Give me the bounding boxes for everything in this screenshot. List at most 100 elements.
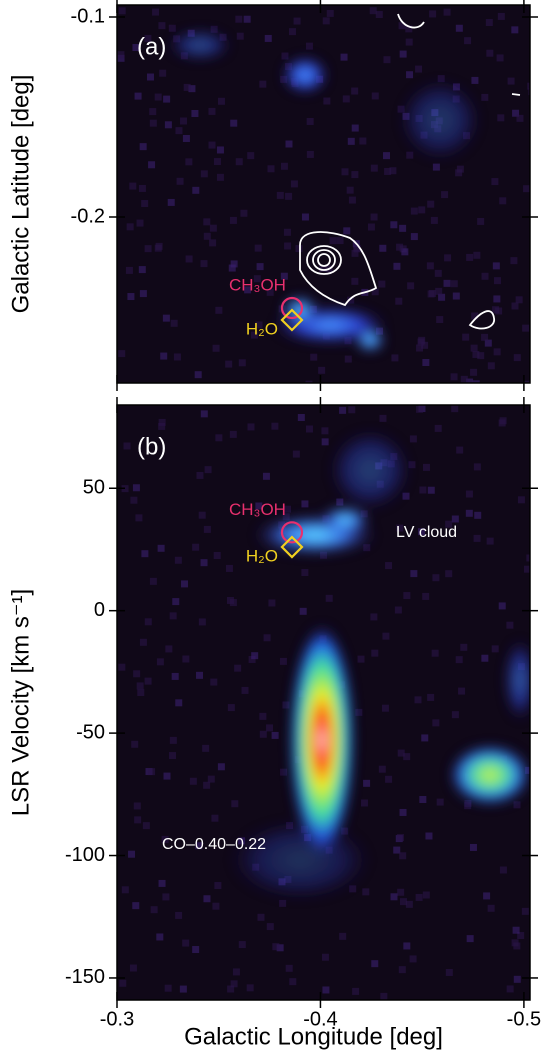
noise-pixel <box>450 280 458 288</box>
noise-pixel <box>225 360 233 368</box>
noise-pixel <box>506 985 514 993</box>
noise-pixel <box>215 306 223 314</box>
noise-pixel <box>450 373 458 381</box>
noise-pixel <box>515 296 523 304</box>
noise-pixel <box>385 562 393 570</box>
noise-pixel <box>375 11 383 19</box>
noise-pixel <box>347 137 355 145</box>
noise-pixel <box>367 223 375 231</box>
noise-pixel <box>329 237 337 245</box>
image-map <box>117 5 530 383</box>
noise-pixel <box>144 677 152 685</box>
noise-pixel <box>336 498 344 506</box>
maser-label: CH₃OH <box>229 500 286 519</box>
noise-pixel <box>285 140 293 148</box>
contour <box>306 245 342 275</box>
noise-pixel <box>390 221 398 229</box>
y-tick-label: -150 <box>65 966 105 988</box>
noise-pixel <box>432 719 440 727</box>
noise-pixel <box>419 486 427 494</box>
noise-pixel <box>396 524 404 532</box>
noise-pixel <box>428 289 436 297</box>
noise-pixel <box>180 117 188 125</box>
noise-pixel <box>370 613 378 621</box>
noise-pixel <box>232 968 240 976</box>
noise-pixel <box>136 682 144 690</box>
noise-pixel <box>394 606 402 614</box>
noise-pixel <box>351 171 359 179</box>
noise-pixel <box>371 92 379 100</box>
noise-pixel <box>355 708 363 716</box>
noise-pixel <box>262 472 270 480</box>
noise-pixel <box>283 228 291 236</box>
noise-pixel <box>210 25 218 33</box>
noise-pixel <box>487 904 495 912</box>
noise-pixel <box>117 51 125 59</box>
noise-pixel <box>169 612 177 620</box>
noise-pixel <box>128 850 136 858</box>
noise-pixel <box>347 296 355 304</box>
noise-pixel <box>382 632 390 640</box>
noise-pixel <box>351 249 359 257</box>
noise-pixel <box>429 10 437 18</box>
noise-pixel <box>466 253 474 261</box>
noise-pixel <box>395 297 403 305</box>
noise-pixel <box>362 888 370 896</box>
noise-pixel <box>422 463 430 471</box>
noise-pixel <box>215 434 223 442</box>
annotation: LV cloud <box>396 524 457 541</box>
y-tick-label: -100 <box>65 844 105 866</box>
noise-pixel <box>511 939 519 947</box>
noise-pixel <box>208 107 216 115</box>
noise-pixel <box>451 405 459 413</box>
noise-pixel <box>263 634 271 642</box>
panel-label: (a) <box>137 33 166 60</box>
noise-pixel <box>513 975 521 983</box>
contour <box>317 253 331 267</box>
noise-pixel <box>455 169 463 177</box>
noise-pixel <box>163 95 171 103</box>
noise-pixel <box>216 146 224 154</box>
noise-pixel <box>493 348 501 356</box>
noise-pixel <box>430 216 438 224</box>
noise-pixel <box>212 902 220 910</box>
noise-pixel <box>391 354 399 362</box>
noise-pixel <box>209 224 217 232</box>
noise-pixel <box>321 427 329 435</box>
noise-pixel <box>348 196 356 204</box>
noise-pixel <box>436 316 444 324</box>
contour <box>511 93 521 96</box>
noise-pixel <box>181 580 189 588</box>
noise-pixel <box>305 425 313 433</box>
noise-pixel <box>486 49 494 57</box>
noise-pixel <box>285 964 293 972</box>
y-axis-label: Galactic Latitude [deg] <box>7 75 34 314</box>
noise-pixel <box>267 165 275 173</box>
noise-pixel <box>284 505 292 513</box>
noise-pixel <box>422 592 430 600</box>
noise-pixel <box>285 192 293 200</box>
noise-pixel <box>196 471 204 479</box>
noise-pixel <box>203 525 211 533</box>
noise-pixel <box>288 28 296 36</box>
noise-pixel <box>256 263 264 271</box>
noise-pixel <box>290 180 298 188</box>
noise-pixel <box>259 712 267 720</box>
noise-pixel <box>176 177 184 185</box>
noise-pixel <box>305 42 313 50</box>
y-axis-label: LSR Velocity [km s⁻¹] <box>7 589 34 816</box>
noise-pixel <box>321 438 329 446</box>
noise-pixel <box>511 302 519 310</box>
noise-pixel <box>396 834 404 842</box>
noise-pixel <box>139 143 147 151</box>
noise-pixel <box>299 607 307 615</box>
noise-pixel <box>416 344 424 352</box>
noise-pixel <box>369 7 377 15</box>
noise-pixel <box>279 657 287 665</box>
noise-pixel <box>137 689 145 697</box>
noise-pixel <box>418 206 426 214</box>
noise-pixel <box>154 93 162 101</box>
noise-pixel <box>134 816 142 824</box>
noise-pixel <box>470 368 478 376</box>
noise-pixel <box>472 350 480 358</box>
